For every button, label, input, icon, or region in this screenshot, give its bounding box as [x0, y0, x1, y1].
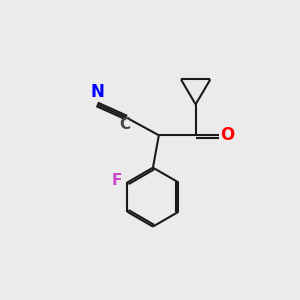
Text: F: F: [112, 173, 122, 188]
Text: O: O: [220, 126, 235, 144]
Text: C: C: [119, 118, 130, 133]
Text: N: N: [90, 83, 104, 101]
